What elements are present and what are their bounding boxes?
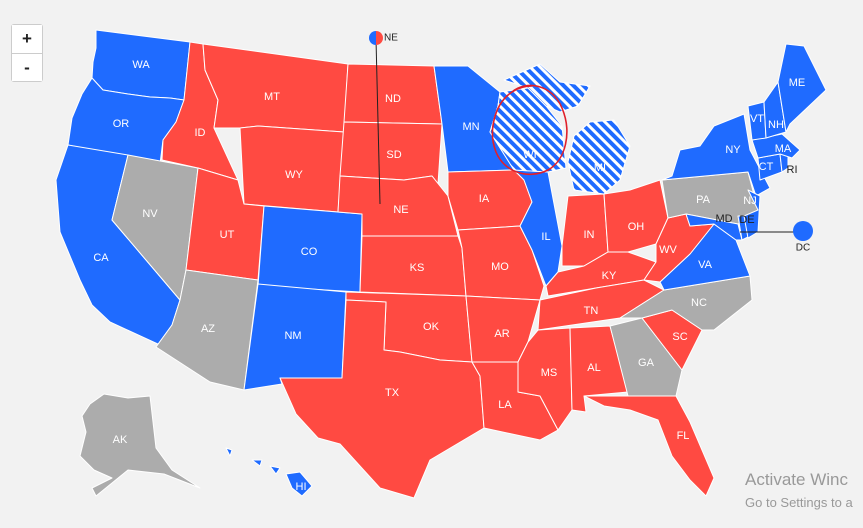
state-MI[interactable] <box>567 119 631 195</box>
state-ND[interactable] <box>343 63 443 125</box>
state-VT[interactable] <box>747 101 767 141</box>
state-ME[interactable] <box>777 43 827 133</box>
state-MD[interactable] <box>685 213 743 241</box>
windows-activation-watermark: Activate Winc Go to Settings to a <box>745 470 853 510</box>
state-NM[interactable] <box>243 283 347 391</box>
state-GA[interactable] <box>609 317 683 397</box>
state-MT[interactable] <box>202 43 349 133</box>
state-MI-upper[interactable] <box>503 63 591 113</box>
state-KY[interactable] <box>545 251 657 297</box>
state-CO[interactable] <box>257 205 363 293</box>
watermark-line-2: Go to Settings to a <box>745 495 853 510</box>
ne-callout-line <box>375 38 381 205</box>
state-SD[interactable] <box>339 121 443 185</box>
zoom-out-button[interactable]: - <box>12 53 42 81</box>
state-CT[interactable] <box>757 153 783 181</box>
state-TX[interactable] <box>279 299 485 499</box>
state-IL[interactable] <box>513 169 563 287</box>
state-AK[interactable] <box>79 393 201 497</box>
state-NJ[interactable] <box>743 189 761 239</box>
annotation-circle <box>491 84 568 176</box>
state-KS[interactable] <box>359 235 467 297</box>
state-NY[interactable] <box>661 113 771 197</box>
state-WA[interactable] <box>91 29 191 101</box>
state-IN[interactable] <box>561 193 609 267</box>
zoom-in-button[interactable]: + <box>12 25 42 53</box>
state-FL[interactable] <box>583 395 715 497</box>
state-IA[interactable] <box>447 169 533 231</box>
dc-marker[interactable] <box>793 221 813 241</box>
state-MA[interactable] <box>751 133 801 159</box>
watermark-line-1: Activate Winc <box>745 470 848 489</box>
state-HI[interactable] <box>225 447 313 497</box>
ne-district-marker[interactable] <box>369 31 383 45</box>
zoom-control: + - <box>11 24 43 82</box>
state-WY[interactable] <box>239 125 345 213</box>
